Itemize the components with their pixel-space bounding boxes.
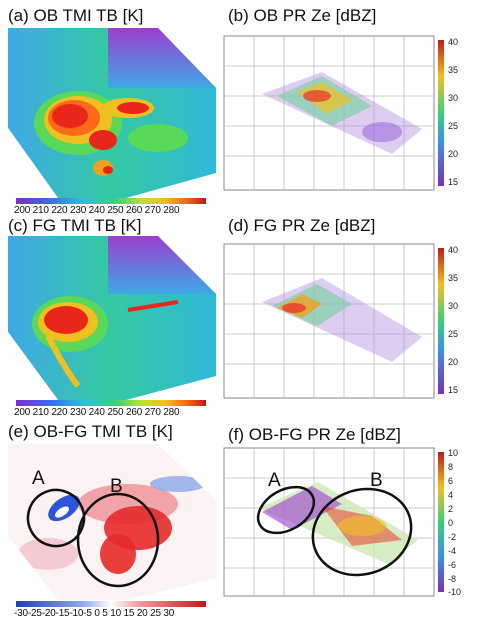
panel-a-colorbar bbox=[16, 198, 206, 204]
panel-f-cb-tick-m10: -10 bbox=[448, 587, 461, 597]
panel-f-cb-tick-m2: -2 bbox=[448, 532, 456, 542]
panel-e-colorbar bbox=[16, 601, 206, 607]
panel-f-cb-tick-4: 4 bbox=[448, 490, 453, 500]
panel-d-cb-tick-25: 25 bbox=[448, 329, 458, 339]
panel-d-cb-tick-35: 35 bbox=[448, 273, 458, 283]
region-a-ellipse bbox=[26, 488, 86, 548]
panel-f-cb-tick-m8: -8 bbox=[448, 574, 456, 584]
panel-c-image bbox=[8, 236, 216, 400]
panel-b-title: (b) OB PR Ze [dBZ] bbox=[228, 6, 377, 25]
panel-b-cb-tick-20: 20 bbox=[448, 149, 458, 159]
panel-b-cb-tick-40: 40 bbox=[448, 37, 458, 47]
panel-d-cb-tick-15: 15 bbox=[448, 385, 458, 395]
panel-e-image bbox=[8, 444, 216, 600]
panel-b-cb-tick-30: 30 bbox=[448, 93, 458, 103]
panel-a-image bbox=[8, 28, 216, 198]
panel-d-cb-tick-40: 40 bbox=[448, 245, 458, 255]
region-b-ellipse-f bbox=[311, 487, 413, 577]
panel-a-title: (a) OB TMI TB [K] bbox=[8, 6, 144, 25]
panel-e-colorbar-ticks: -30-25-20-15-10-5 0 5 10 15 20 25 30 bbox=[14, 608, 175, 619]
panel-e-label-b: B bbox=[110, 476, 123, 497]
panel-f-cb-tick-10: 10 bbox=[448, 448, 458, 458]
panel-d-radar: 40 35 30 25 20 15 bbox=[223, 243, 458, 399]
panel-e-label-a: A bbox=[32, 468, 45, 489]
panel-e-title: (e) OB-FG TMI TB [K] bbox=[8, 422, 173, 441]
panel-f-cb-tick-8: 8 bbox=[448, 462, 453, 472]
panel-d-cb-tick-30: 30 bbox=[448, 301, 458, 311]
panel-d-title: (d) FG PR Ze [dBZ] bbox=[228, 216, 376, 235]
panel-d-cb-tick-20: 20 bbox=[448, 357, 458, 367]
panel-c-title: (c) FG TMI TB [K] bbox=[8, 216, 142, 235]
panel-f-title: (f) OB-FG PR Ze [dBZ] bbox=[228, 425, 401, 444]
panel-f-cb-tick-2: 2 bbox=[448, 504, 453, 514]
region-a-ellipse-f bbox=[256, 485, 316, 535]
panel-c-colorbar-ticks: 200 210 220 230 240 250 260 270 280 bbox=[14, 407, 180, 418]
panel-f-radar: 10 8 6 4 2 0 -2 -4 -6 -8 -10 bbox=[223, 447, 461, 597]
panel-c-colorbar bbox=[16, 400, 206, 406]
panel-f-label-a: A bbox=[268, 470, 281, 491]
panel-b-cb-tick-15: 15 bbox=[448, 177, 458, 187]
panel-f-label-b: B bbox=[370, 470, 383, 491]
panel-f-cb-tick-m4: -4 bbox=[448, 546, 456, 556]
panel-b-cb-tick-25: 25 bbox=[448, 121, 458, 131]
panel-f-cb-tick-0: 0 bbox=[448, 518, 453, 528]
panel-f-cb-tick-m6: -6 bbox=[448, 560, 456, 570]
panel-a-colorbar-ticks: 200 210 220 230 240 250 260 270 280 bbox=[14, 205, 180, 216]
panel-f-cb-tick-6: 6 bbox=[448, 476, 453, 486]
panel-b-radar: 40 35 30 25 20 15 bbox=[223, 35, 458, 191]
region-b-ellipse bbox=[76, 492, 160, 588]
panel-b-cb-tick-35: 35 bbox=[448, 65, 458, 75]
